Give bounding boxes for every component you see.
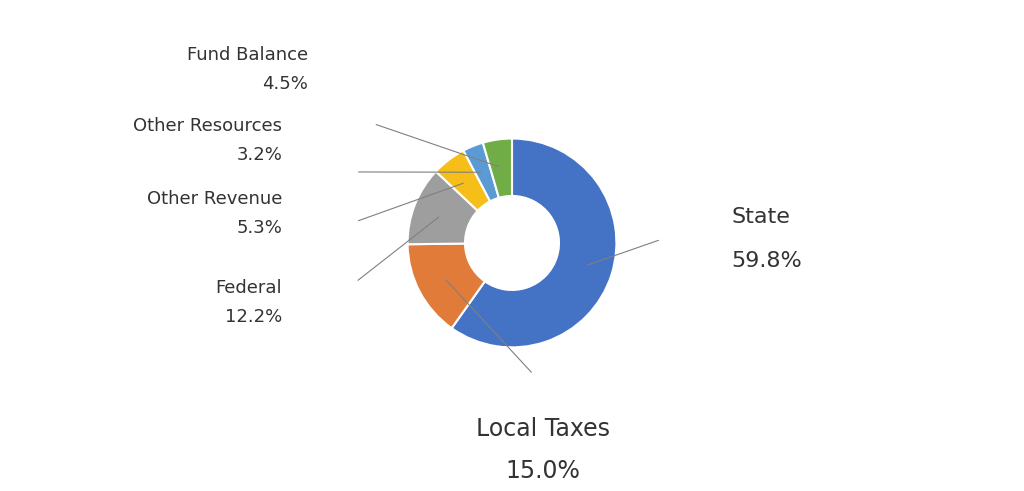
- Text: Other Revenue: Other Revenue: [146, 190, 283, 208]
- Wedge shape: [408, 171, 478, 244]
- Text: 5.3%: 5.3%: [237, 219, 283, 237]
- Text: State: State: [731, 207, 791, 227]
- Text: Local Taxes: Local Taxes: [476, 417, 610, 441]
- Text: 4.5%: 4.5%: [262, 75, 308, 93]
- Text: 3.2%: 3.2%: [237, 146, 283, 164]
- Text: 12.2%: 12.2%: [225, 308, 283, 326]
- Wedge shape: [452, 138, 616, 347]
- Text: 59.8%: 59.8%: [731, 251, 802, 271]
- Text: Federal: Federal: [216, 279, 283, 297]
- Text: 15.0%: 15.0%: [506, 459, 581, 483]
- Wedge shape: [436, 151, 490, 211]
- Wedge shape: [464, 143, 499, 201]
- Text: Fund Balance: Fund Balance: [187, 46, 308, 64]
- Text: Other Resources: Other Resources: [133, 117, 283, 135]
- Wedge shape: [483, 138, 512, 198]
- Wedge shape: [408, 244, 484, 328]
